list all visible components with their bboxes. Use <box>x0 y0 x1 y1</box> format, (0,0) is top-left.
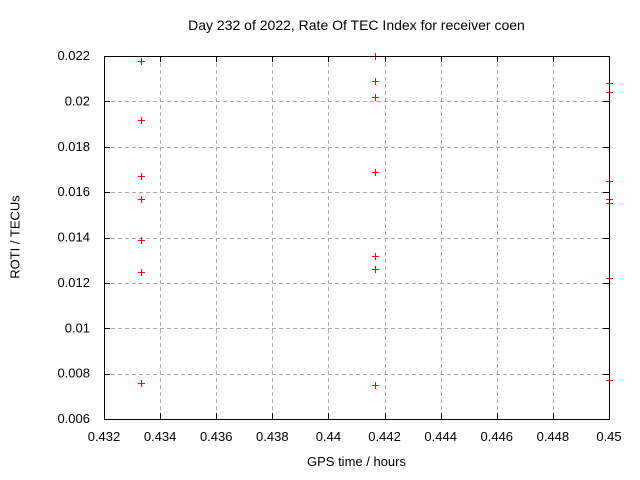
x-tick-label: 0.45 <box>596 429 621 444</box>
x-tick-label: 0.448 <box>537 429 570 444</box>
y-tick-label: 0.022 <box>57 48 90 63</box>
x-tick-label: 0.442 <box>368 429 401 444</box>
data-point-marker <box>372 266 379 273</box>
y-tick-label: 0.014 <box>57 230 90 245</box>
tick-labels: 0.432 0.434 0.436 0.438 0.44 0.442 0.444 0.446 0… <box>57 48 621 444</box>
data-point-marker <box>372 78 379 85</box>
data-point-marker <box>138 117 145 124</box>
data-point-marker <box>138 237 145 244</box>
x-tick-label: 0.436 <box>200 429 233 444</box>
axes <box>104 56 610 420</box>
y-tick-label: 0.01 <box>65 320 90 335</box>
y-tick-label: 0.012 <box>57 275 90 290</box>
data-point-marker <box>372 94 379 101</box>
y-tick-label: 0.008 <box>57 366 90 381</box>
chart-title: Day 232 of 2022, Rate Of TEC Index for r… <box>188 17 525 33</box>
y-tick-label: 0.006 <box>57 411 90 426</box>
y-tick-label: 0.018 <box>57 139 90 154</box>
data-point-marker <box>138 173 145 180</box>
y-tick-label: 0.016 <box>57 184 90 199</box>
series-points <box>138 53 613 389</box>
data-point-marker <box>372 169 379 176</box>
x-tick-label: 0.44 <box>316 429 341 444</box>
x-axis-title: GPS time / hours <box>307 454 406 469</box>
x-tick-label: 0.446 <box>481 429 514 444</box>
x-tick-label: 0.432 <box>88 429 121 444</box>
x-tick-label: 0.438 <box>256 429 289 444</box>
data-point-marker <box>372 382 379 389</box>
x-tick-label: 0.444 <box>424 429 457 444</box>
data-point-marker <box>372 253 379 260</box>
x-tick-label: 0.434 <box>144 429 177 444</box>
data-point-marker <box>138 269 145 276</box>
data-point-marker <box>138 58 145 65</box>
grid-lines <box>104 56 610 420</box>
plot-border <box>104 56 610 420</box>
data-point-marker <box>138 196 145 203</box>
data-point-marker <box>138 380 145 387</box>
y-tick-label: 0.02 <box>65 93 90 108</box>
